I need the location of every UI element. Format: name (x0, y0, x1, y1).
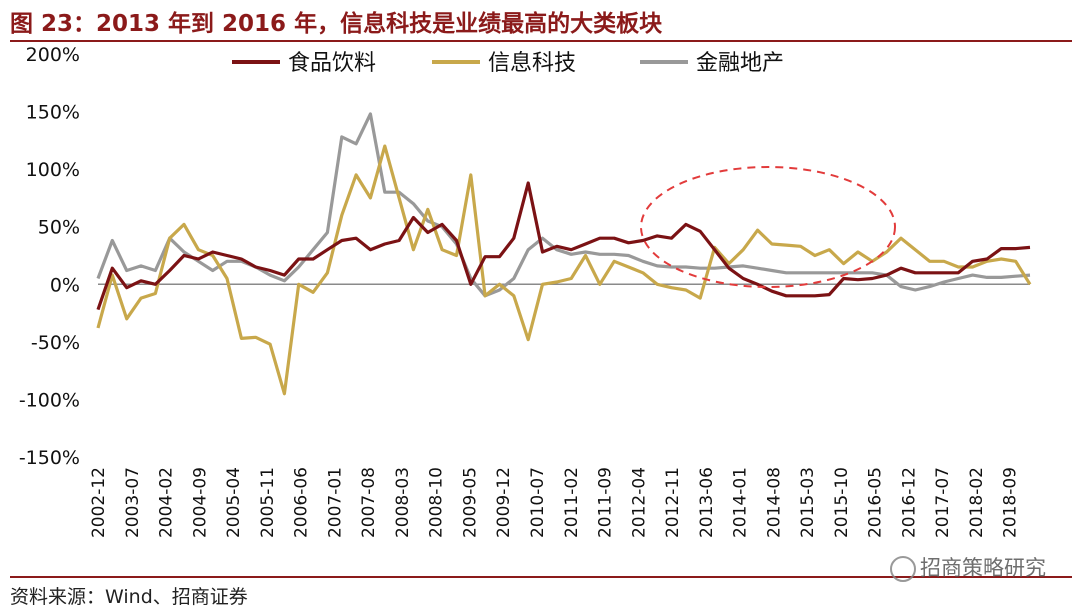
legend-label: 食品饮料 (288, 51, 376, 76)
x-tick-label: 2010-07 (528, 467, 548, 538)
y-tick-label: -150% (19, 447, 80, 469)
x-tick-label: 2013-06 (697, 467, 717, 538)
x-tick-label: 2006-06 (292, 467, 312, 538)
x-tick-label: 2008-10 (427, 467, 447, 538)
x-tick-label: 2005-04 (224, 467, 244, 538)
source-note: 资料来源：Wind、招商证券 (10, 586, 248, 608)
line-chart: -150%-100%-50%0%50%100%150%200% 2002-12 2… (19, 44, 1032, 538)
legend: 食品饮料 信息科技 金融地产 (232, 51, 784, 76)
x-tick-label: 2003-07 (123, 467, 143, 538)
x-tick-label: 2004-02 (157, 467, 177, 538)
x-tick-label: 2008-03 (393, 467, 413, 538)
x-tick-label: 2005-11 (258, 467, 278, 538)
x-tick-label: 2015-10 (832, 467, 852, 538)
wechat-icon (890, 556, 916, 582)
x-tick-label: 2016-12 (899, 467, 919, 538)
x-tick-label: 2004-09 (190, 467, 210, 538)
y-tick-label: -50% (31, 332, 80, 354)
x-tick-label: 2017-07 (933, 467, 953, 538)
y-tick-label: 150% (26, 102, 80, 124)
watermark-text: 招商策略研究 (920, 556, 1046, 580)
x-tick-label: 2012-11 (663, 467, 683, 538)
y-tick-label: 0% (50, 274, 80, 296)
series-line-食品饮料 (96, 181, 1031, 311)
x-tick-label: 2002-12 (89, 467, 109, 538)
x-tick-label: 2012-04 (629, 467, 649, 538)
x-tick-label: 2011-09 (596, 467, 616, 538)
series-line-金融地产 (96, 112, 1031, 298)
series-layer (96, 112, 1032, 396)
x-tick-label: 2018-02 (967, 467, 987, 538)
x-tick-label: 2018-09 (1001, 467, 1021, 538)
legend-label: 信息科技 (488, 51, 576, 76)
x-tick-label: 2016-05 (866, 467, 886, 538)
legend-label: 金融地产 (696, 51, 784, 76)
x-tick-label: 2014-01 (731, 467, 751, 538)
x-tick-label: 2007-01 (325, 467, 345, 538)
x-tick-label: 2015-03 (798, 467, 818, 538)
series-line-信息科技 (96, 144, 1032, 396)
y-tick-label: 100% (26, 159, 80, 181)
figure-title: 图 23：2013 年到 2016 年，信息科技是业绩最高的大类板块 (10, 11, 663, 37)
x-tick-label: 2011-02 (562, 467, 582, 538)
footer-divider (10, 576, 1072, 578)
y-tick-label: -100% (19, 389, 80, 411)
y-tick-label: 200% (26, 44, 80, 66)
x-tick-label: 2007-08 (359, 467, 379, 538)
x-tick-label: 2014-08 (764, 467, 784, 538)
y-tick-label: 50% (38, 217, 80, 239)
x-tick-label: 2009-05 (460, 467, 480, 538)
y-axis: -150% -100% -50% 0% 50% 100% 150% 200% (19, 44, 80, 469)
x-axis: 2002-12 2003-07 2004-02 2004-09 2005-04 2005-… (89, 283, 1030, 538)
annotation-layer (640, 166, 896, 288)
x-tick-label: 2009-12 (494, 467, 514, 538)
highlight-ellipse (640, 166, 896, 288)
title-divider (10, 40, 1072, 42)
watermark: 招商策略研究 (890, 552, 1046, 582)
